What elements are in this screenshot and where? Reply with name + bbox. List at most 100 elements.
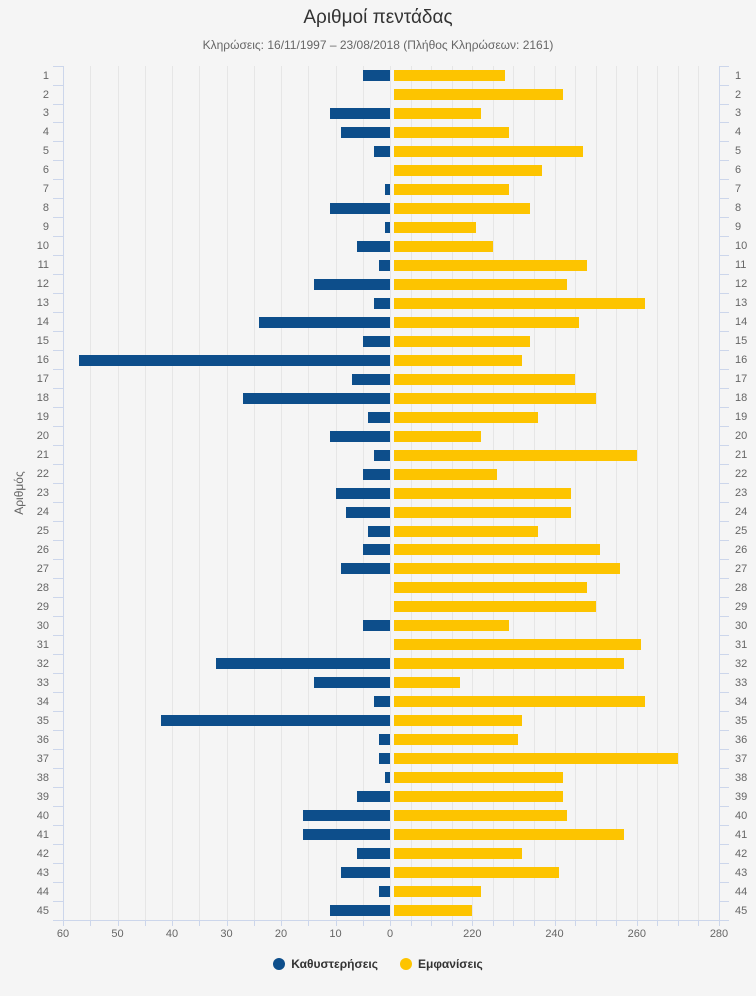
delay-bar[interactable] xyxy=(373,696,390,708)
delay-bar[interactable] xyxy=(340,126,390,138)
delay-bar[interactable] xyxy=(340,867,390,879)
delay-bar[interactable] xyxy=(215,658,390,670)
appearance-bar[interactable] xyxy=(394,829,625,841)
row-label-right: 2 xyxy=(735,88,742,101)
delay-bar[interactable] xyxy=(368,525,390,537)
appearance-bar[interactable] xyxy=(394,259,588,271)
appearance-bar[interactable] xyxy=(394,905,473,916)
delay-bar[interactable] xyxy=(379,734,390,746)
appearance-bar[interactable] xyxy=(394,126,510,138)
appearance-bar[interactable] xyxy=(394,70,506,81)
delay-bar[interactable] xyxy=(313,677,390,689)
delay-bar[interactable] xyxy=(373,145,390,157)
appearance-bar[interactable] xyxy=(394,620,510,632)
delay-bar[interactable] xyxy=(379,886,390,897)
appearance-bar[interactable] xyxy=(394,487,571,499)
appearance-bar[interactable] xyxy=(394,867,559,879)
delay-bar[interactable] xyxy=(79,354,390,366)
delay-bar[interactable] xyxy=(346,506,390,518)
row-label-left: 9 xyxy=(42,221,49,234)
appearance-bar[interactable] xyxy=(394,392,596,404)
delay-bar[interactable] xyxy=(259,316,390,328)
appearance-bar[interactable] xyxy=(394,525,538,537)
delay-bar[interactable] xyxy=(302,829,390,841)
delay-bar[interactable] xyxy=(384,221,391,233)
axis-tick xyxy=(719,198,729,200)
appearance-bar[interactable] xyxy=(394,677,460,689)
appearance-bar[interactable] xyxy=(394,468,497,480)
delay-bar[interactable] xyxy=(362,544,391,556)
legend-item-appearances[interactable]: Εμφανίσεις xyxy=(399,957,483,971)
appearance-bar[interactable] xyxy=(394,297,645,309)
delay-bar[interactable] xyxy=(362,335,391,347)
x-axis-label: 50 xyxy=(111,928,124,940)
appearance-bar[interactable] xyxy=(394,715,522,727)
delay-bar[interactable] xyxy=(313,278,390,290)
appearance-bar[interactable] xyxy=(394,89,563,100)
appearance-bar[interactable] xyxy=(394,639,641,651)
appearance-bar[interactable] xyxy=(394,582,588,594)
delay-bar[interactable] xyxy=(335,487,390,499)
appearance-bar[interactable] xyxy=(394,278,567,290)
appearance-bar[interactable] xyxy=(394,848,522,860)
axis-tick xyxy=(53,748,63,750)
appearance-bar[interactable] xyxy=(394,107,481,119)
appearance-bar[interactable] xyxy=(394,544,600,556)
delay-bar[interactable] xyxy=(373,297,390,309)
appearance-bar[interactable] xyxy=(394,696,645,708)
appearance-bar[interactable] xyxy=(394,183,510,195)
delay-bar[interactable] xyxy=(362,70,391,81)
delay-bar[interactable] xyxy=(362,620,391,632)
appearance-bar[interactable] xyxy=(394,772,563,784)
axis-tick xyxy=(53,521,63,522)
delay-bar[interactable] xyxy=(379,753,390,765)
delay-bar[interactable] xyxy=(373,449,390,461)
delay-bar[interactable] xyxy=(357,848,390,860)
delay-bar[interactable] xyxy=(340,563,390,575)
appearance-bar[interactable] xyxy=(394,810,567,822)
legend-item-delays[interactable]: Καθυστερήσεις xyxy=(273,957,378,971)
row-label-right: 6 xyxy=(735,164,742,177)
delay-bar[interactable] xyxy=(302,810,390,822)
appearance-bar[interactable] xyxy=(394,791,563,803)
appearance-bar[interactable] xyxy=(394,886,481,897)
appearance-bar[interactable] xyxy=(394,164,543,176)
delay-bar[interactable] xyxy=(368,411,390,423)
delay-bar[interactable] xyxy=(362,468,391,480)
delay-bar[interactable] xyxy=(351,373,390,385)
appearance-bar[interactable] xyxy=(394,506,571,518)
x-axis-label: 40 xyxy=(165,928,179,940)
delay-bar[interactable] xyxy=(330,430,391,442)
delay-bar[interactable] xyxy=(242,392,390,404)
appearance-bar[interactable] xyxy=(394,734,518,746)
appearance-bar[interactable] xyxy=(394,658,625,670)
axis-tick xyxy=(53,558,63,560)
appearance-bar[interactable] xyxy=(394,240,493,252)
appearance-bar[interactable] xyxy=(394,411,538,423)
appearance-bar[interactable] xyxy=(394,335,530,347)
appearance-bar[interactable] xyxy=(394,145,584,157)
appearance-bar[interactable] xyxy=(394,563,621,575)
legend-appearances-label: Εμφανίσεις xyxy=(417,957,483,971)
appearance-bar[interactable] xyxy=(394,202,530,214)
delay-bar[interactable] xyxy=(357,791,390,803)
appearance-bar[interactable] xyxy=(394,316,580,328)
appearance-bar[interactable] xyxy=(394,430,481,442)
delay-bar[interactable] xyxy=(379,259,390,271)
delay-bar[interactable] xyxy=(330,905,391,916)
appearance-bar[interactable] xyxy=(394,354,522,366)
delay-bar[interactable] xyxy=(357,240,390,252)
delay-bar[interactable] xyxy=(384,772,391,784)
delay-bar[interactable] xyxy=(330,202,391,214)
appearance-bar[interactable] xyxy=(394,753,678,765)
appearance-bar[interactable] xyxy=(394,601,596,613)
appearance-bar[interactable] xyxy=(394,221,477,233)
delay-bar[interactable] xyxy=(384,183,391,195)
delay-bar[interactable] xyxy=(330,107,391,119)
delay-bar[interactable] xyxy=(161,715,390,727)
appearance-bar[interactable] xyxy=(394,373,576,385)
appearance-bar[interactable] xyxy=(394,449,637,461)
row-label-left: 28 xyxy=(36,581,49,594)
x-axis-label: 220 xyxy=(463,928,482,940)
row-label-left: 32 xyxy=(36,657,49,670)
